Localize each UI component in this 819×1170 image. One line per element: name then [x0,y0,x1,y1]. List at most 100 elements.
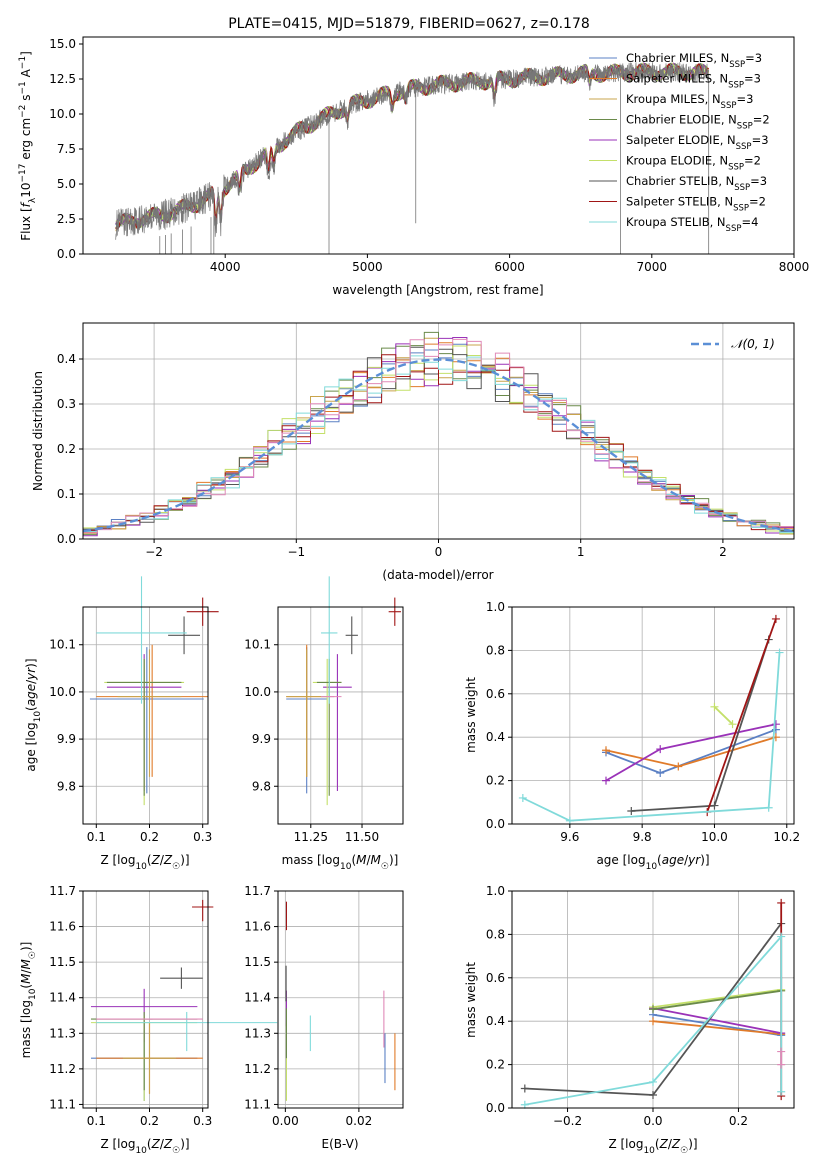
label-part: 10 [19,182,33,197]
age-vs-z-panel: 0.1 0.2 0.39.89.910.010.1Z [log10(Z/Z☉)]ag… [24,576,219,872]
label-part: / [684,853,689,867]
y-tick-label: 0.0 [57,532,76,546]
label-part: −1 [18,81,28,94]
weight-marker [565,816,574,825]
label-part: 10 [646,862,658,872]
weight-marker [777,932,786,941]
label-part: ( [147,1137,152,1151]
legend-text: SSP [737,122,753,132]
axes-frame [277,890,404,1109]
legend-entry: Kroupa MILES, NSSP=3 [626,92,753,111]
legend-text: =3 [745,51,762,65]
y-tick-label: 11.5 [244,955,271,969]
label-part: / [668,1137,673,1151]
legend-text: Salpeter MILES, N [626,72,728,86]
legend-text: =2 [744,154,761,168]
legend-entry: Salpeter STELIB, NSSP=2 [626,195,766,214]
legend-text: Salpeter ELODIE, N [626,133,736,147]
label-part: ( [351,853,356,867]
label-part: yr [687,853,701,867]
y-tick-label: 0.0 [57,247,76,261]
x-axis-label: E(B-V) [321,1137,358,1151]
y-tick-label: 11.1 [49,1097,76,1111]
weight-series-line [713,706,734,725]
label-part: )] [24,658,38,667]
legend-text: SSP [728,81,744,91]
weight-marker [771,614,780,623]
label-part: )] [180,853,189,867]
axes-frame [82,890,209,1109]
x-axis-label: Z [log10(Z/Z☉)] [100,1137,189,1156]
legend-text: =3 [744,72,761,86]
x-axis-label: mass [log10(M/M☉)] [282,853,399,872]
y-axis-label: mass [log10(M/M☉)] [19,942,38,1059]
legend-text: =3 [750,174,767,188]
x-tick-label: 0.0 [643,1114,662,1128]
label-part: ☉ [680,1146,688,1156]
y-tick-label: 11.5 [49,955,76,969]
label-part: 10 [340,862,352,872]
label-part: yr [24,667,38,681]
y-tick-label: 0.4 [486,730,505,744]
label-part: −2 [18,105,28,118]
legend-text: Kroupa ELODIE, N [626,154,728,168]
weight-series-line [652,1020,782,1036]
x-tick-label: 1 [577,545,585,559]
label-part: M [19,973,33,984]
x-tick-label: 0.1 [87,830,106,844]
label-part: Z [log [100,1137,135,1151]
x-tick-label: −1 [287,545,305,559]
legend-text: =2 [753,113,770,127]
x-tick-label: 0.3 [193,830,212,844]
label-part: 10 [33,711,43,723]
legend-entry: Chabrier STELIB, NSSP=3 [626,174,767,193]
legend-text: SSP [726,224,742,234]
label-part: Z [163,1137,173,1151]
legend-text: SSP [729,60,745,70]
y-tick-label: 0.2 [486,774,505,788]
label-part: λ [28,197,38,203]
legend-text: Kroupa MILES, N [626,92,721,106]
legend-text: Chabrier STELIB, N [626,174,734,188]
weight-marker [649,1077,657,1086]
label-part: ( [657,853,662,867]
x-tick-label: 0.3 [193,1114,212,1128]
y-tick-label: 10.1 [244,638,271,652]
legend-text: SSP [734,183,750,193]
label-part: Z [659,1137,669,1151]
label-part: Z [163,853,173,867]
y-tick-label: 11.7 [244,884,271,898]
y-tick-label: 12.5 [49,72,76,86]
weight-marker [710,801,719,810]
x-axis-label: age [log10(age/yr)] [596,853,709,872]
y-tick-label: 11.6 [244,920,271,934]
x-tick-label: 5000 [352,260,383,274]
y-tick-label: 11.3 [49,1026,76,1040]
y-tick-label: 11.4 [244,991,271,1005]
y-tick-label: 0.3 [57,397,76,411]
y-tick-label: 11.4 [49,991,76,1005]
x-tick-label: 11.50 [345,830,379,844]
y-tick-label: 0.4 [57,352,76,366]
y-tick-label: 2.5 [57,212,76,226]
label-part: / [160,1137,165,1151]
label-part: Z [log [608,1137,643,1151]
label-part: Z [151,1137,161,1151]
weight-marker [771,720,780,729]
weight-marker [649,1005,657,1014]
label-part: ☉ [172,862,180,872]
y-tick-label: 0.6 [486,971,505,985]
spectrum-plot [115,62,710,254]
y-tick-label: 9.9 [57,732,76,746]
y-tick-label: 10.1 [49,638,76,652]
y-tick-label: 11.6 [49,920,76,934]
y-tick-label: 0.2 [57,442,76,456]
label-part: Z [151,853,161,867]
legend-text: SSP [721,101,737,111]
weight-marker [775,648,784,657]
legend-entry: Chabrier ELODIE, NSSP=2 [626,113,770,132]
mass-vs-z-panel: 0.1 0.2 0.3 11.1 11.2 11.3 11.4 11.5 11.6 11.7 Z [… [19,884,278,1156]
label-part: age [662,853,684,867]
residuals-panel: −2 −1 0 1 2 0.0 0.1 0.2 0.3 0.4 (data-model)/error… [31,322,795,582]
